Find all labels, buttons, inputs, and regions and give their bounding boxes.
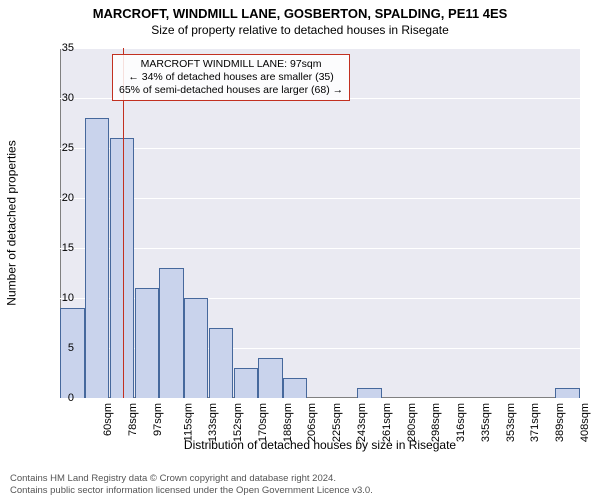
ytick-label: 0 — [44, 392, 74, 404]
gridline — [60, 48, 580, 49]
plot-area: MARCROFT WINDMILL LANE: 97sqm← 34% of de… — [60, 48, 580, 398]
ytick-label: 10 — [44, 292, 74, 304]
bar — [283, 378, 307, 398]
xtick-label: 408sqm — [579, 403, 591, 442]
annotation-line: 65% of semi-detached houses are larger (… — [119, 84, 343, 97]
xtick-label: 335sqm — [480, 403, 492, 442]
xtick-label: 152sqm — [232, 403, 244, 442]
xtick-label: 280sqm — [406, 403, 418, 442]
footer-line-1: Contains HM Land Registry data © Crown c… — [10, 473, 373, 484]
chart-container: MARCROFT, WINDMILL LANE, GOSBERTON, SPAL… — [0, 0, 600, 500]
chart-subtitle: Size of property relative to detached ho… — [0, 21, 600, 37]
bar — [85, 118, 109, 398]
xtick-label: 261sqm — [381, 403, 393, 442]
annotation-box: MARCROFT WINDMILL LANE: 97sqm← 34% of de… — [112, 54, 350, 101]
bar — [110, 138, 134, 398]
gridline — [60, 248, 580, 249]
xtick-label: 78sqm — [127, 403, 139, 436]
bar — [135, 288, 159, 398]
ytick-label: 30 — [44, 92, 74, 104]
ytick-label: 5 — [44, 342, 74, 354]
ytick-label: 15 — [44, 242, 74, 254]
bar — [209, 328, 233, 398]
footer-text: Contains HM Land Registry data © Crown c… — [10, 473, 373, 496]
xtick-label: 115sqm — [182, 403, 194, 441]
footer-line-2: Contains public sector information licen… — [10, 485, 373, 496]
bar — [234, 368, 258, 398]
gridline — [60, 398, 580, 399]
ytick-label: 35 — [44, 42, 74, 54]
xtick-label: 353sqm — [505, 403, 517, 442]
xtick-label: 188sqm — [282, 403, 294, 442]
xtick-label: 389sqm — [554, 403, 566, 442]
x-axis-label: Distribution of detached houses by size … — [60, 438, 580, 452]
xtick-label: 133sqm — [208, 403, 220, 442]
gridline — [60, 148, 580, 149]
bar — [555, 388, 579, 398]
y-axis-label: Number of detached properties — [4, 48, 20, 398]
xtick-label: 371sqm — [529, 403, 541, 442]
bar — [184, 298, 208, 398]
xtick-label: 170sqm — [257, 403, 269, 442]
bar — [357, 388, 381, 398]
bar — [258, 358, 282, 398]
chart-title: MARCROFT, WINDMILL LANE, GOSBERTON, SPAL… — [0, 0, 600, 21]
gridline — [60, 198, 580, 199]
xtick-label: 225sqm — [331, 403, 343, 442]
xtick-label: 298sqm — [430, 403, 442, 442]
ytick-label: 25 — [44, 142, 74, 154]
ytick-label: 20 — [44, 192, 74, 204]
xtick-label: 206sqm — [307, 403, 319, 442]
xtick-label: 60sqm — [102, 403, 114, 436]
annotation-line: MARCROFT WINDMILL LANE: 97sqm — [119, 58, 343, 71]
xtick-label: 97sqm — [152, 403, 164, 436]
xtick-label: 316sqm — [455, 403, 467, 442]
xtick-label: 243sqm — [356, 403, 368, 442]
annotation-line: ← 34% of detached houses are smaller (35… — [119, 71, 343, 84]
bar — [159, 268, 183, 398]
